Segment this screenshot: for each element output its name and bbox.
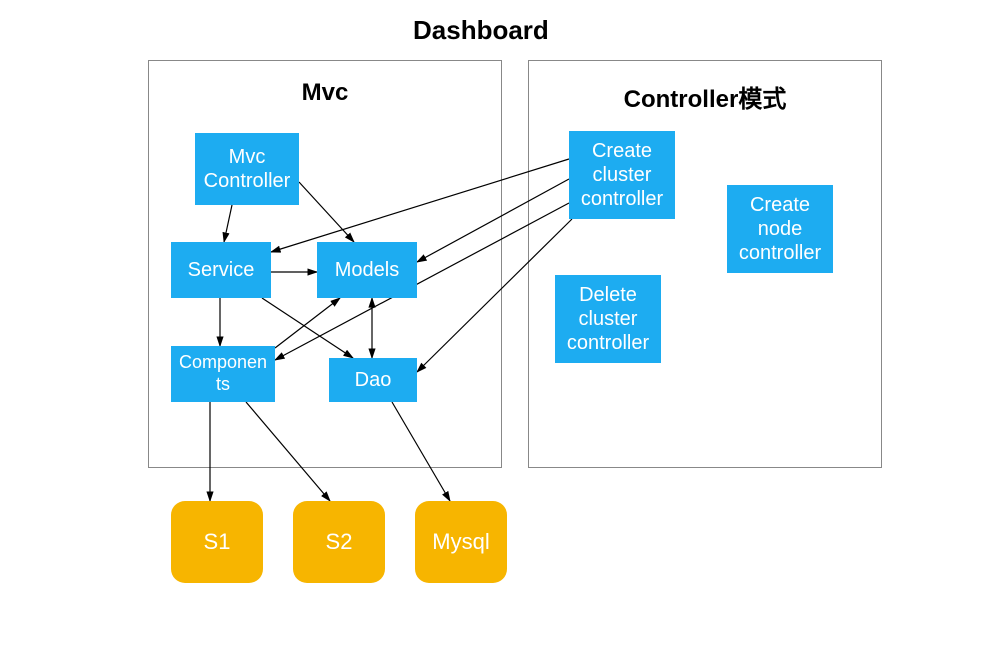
controller-mode-title: Controller模式 xyxy=(529,79,881,114)
node-models: Models xyxy=(317,242,417,298)
node-service: Service xyxy=(171,242,271,298)
node-components: Componen ts xyxy=(171,346,275,402)
node-mvc-controller: Mvc Controller xyxy=(195,133,299,205)
node-dao: Dao xyxy=(329,358,417,402)
node-create-cluster: Create cluster controller xyxy=(569,131,675,219)
node-s2: S2 xyxy=(293,501,385,583)
mvc-container-title: Mvc xyxy=(149,79,501,107)
node-delete-cluster: Delete cluster controller xyxy=(555,275,661,363)
node-create-node: Create node controller xyxy=(727,185,833,273)
node-mysql: Mysql xyxy=(415,501,507,583)
node-s1: S1 xyxy=(171,501,263,583)
diagram-title: Dashboard xyxy=(413,15,549,46)
